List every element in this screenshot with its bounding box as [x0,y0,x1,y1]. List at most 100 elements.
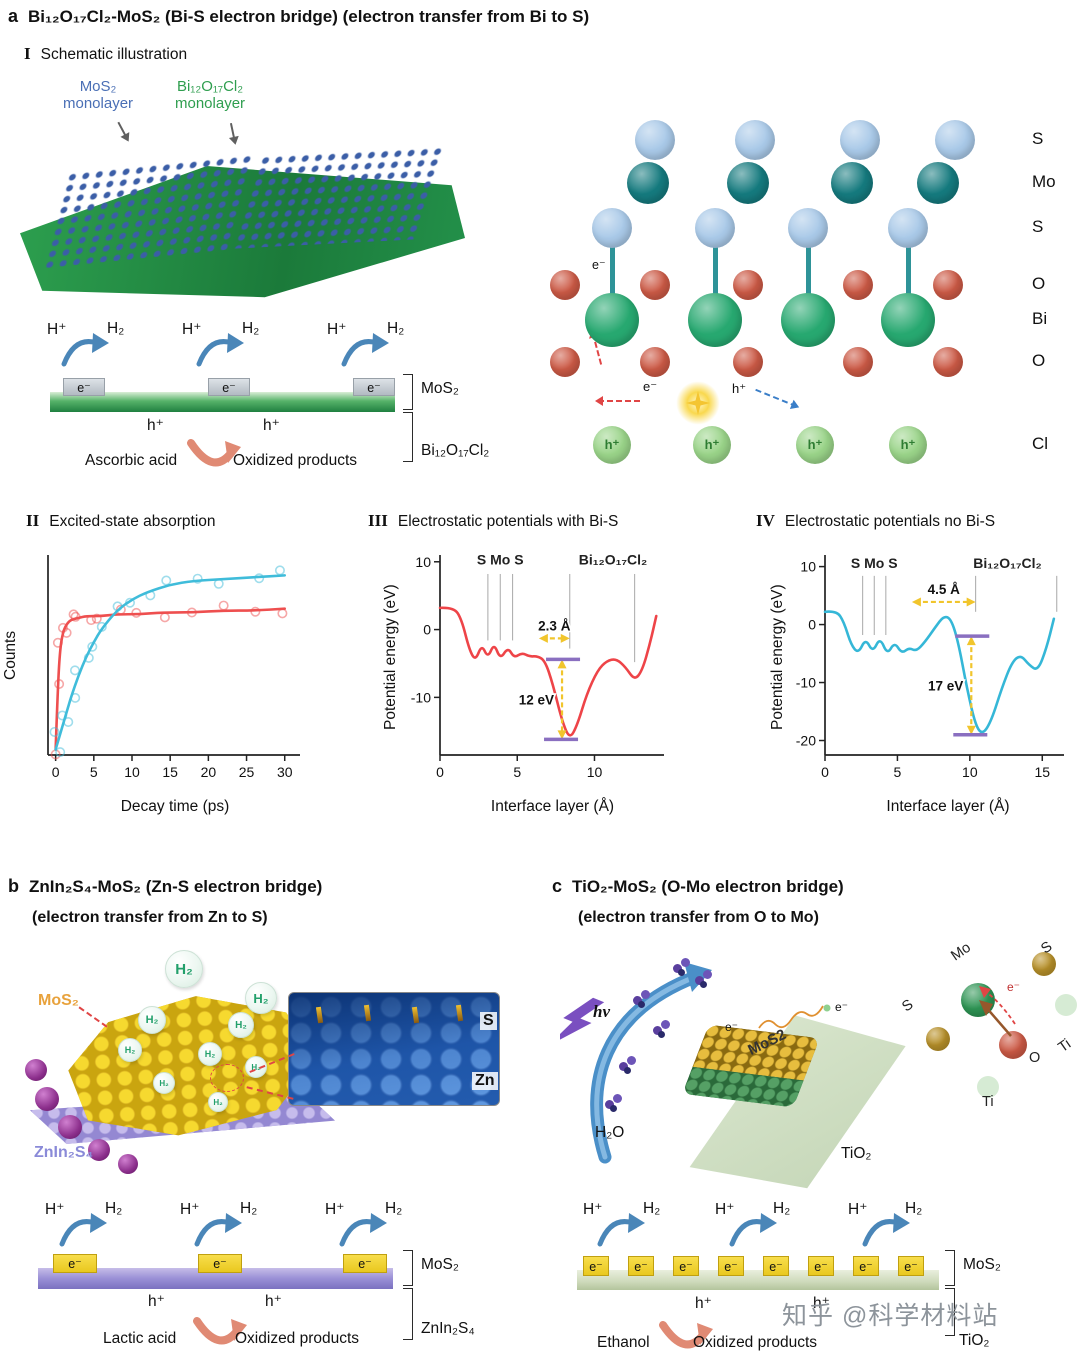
arrowhead-icon [590,396,603,406]
atom-bi-icon [781,293,835,347]
photoexcitation-art [560,962,712,1164]
proton-reduction-arrow-icon [341,332,389,368]
decay-chart-ylabel: Counts [2,630,19,680]
watermark: 知乎 @科学材料站 [782,1302,999,1330]
mos2-formula: MoS₂ [79,78,117,95]
electron-box: e⁻ [353,378,395,396]
zn-sphere-icon [118,1154,138,1174]
biocl-monolayer-label: Bi₁₂O₁₇Cl₂ monolayer [175,78,245,112]
hole-label: h⁺ [732,381,747,396]
panel-c-header: c TiO₂-MoS₂ (O-Mo electron bridge) [552,876,844,897]
atom-s-icon [926,1027,950,1051]
atom-o-icon [640,347,670,377]
atom-s-icon [1032,952,1056,976]
mos2-monolayer-label: MoS₂ monolayer [63,78,133,112]
svg-text:10: 10 [962,764,978,780]
hole-label: h⁺ [147,417,164,434]
lattice-row-label: O [1032,351,1046,370]
h2-label: H₂ [643,1200,661,1217]
atom-ti-icon [1055,994,1077,1016]
hplus-label: H⁺ [715,1201,735,1218]
s-bi-bond-stick [805,245,811,305]
panel-c-title: TiO₂-MoS₂ (O-Mo electron bridge) [572,877,844,896]
panel-iii-header: III Electrostatic potentials with Bi-S [368,511,618,531]
svg-text:0: 0 [808,617,816,633]
atom-s-icon [592,208,632,248]
atom-s-icon [735,120,775,160]
svg-text:0: 0 [821,764,829,780]
decay-chart: 0 5 10 15 20 25 30 [47,555,300,780]
product-label: Oxidized products [235,1330,360,1347]
atom-o-icon [640,270,670,300]
hole-label: h⁺ [695,1295,712,1312]
electron-label: e⁻ [1007,980,1021,994]
pointer-arrow-icon [117,121,129,141]
zoom-region-dash-circle [210,1064,244,1092]
h2-label: H₂ [240,1200,258,1217]
lattice-row-label: S [1032,129,1044,148]
proton-reduction-arrow-icon [339,1212,387,1248]
electron-box: e⁻ [343,1254,387,1273]
o-mo-bond-arrow [979,986,1016,1037]
atom-s-icon [788,208,828,248]
electron-box: e⁻ [628,1256,654,1276]
electron-label: e⁻ [643,379,658,394]
proton-reduction-arrow-icon [59,1212,107,1248]
h2o-molecule-icon [633,990,651,1008]
atom-mo-icon [727,162,769,204]
svg-text:10: 10 [587,764,603,780]
electron-boxes-row: e⁻ e⁻ e⁻ e⁻ e⁻ e⁻ e⁻ e⁻ [555,1192,975,1302]
proton-reduction-arrow-icon [196,332,244,368]
panel-b-subtitle: (electron transfer from Zn to S) [32,909,268,926]
panel-ii-header: II Excited-state absorption [26,511,216,531]
h2o-molecule-icon [673,958,691,976]
electron-label: e⁻ [592,258,606,272]
oxidation-arrow-icon [187,436,241,474]
atom-cl-icon: h⁺ [693,426,731,464]
electron-box: e⁻ [853,1256,879,1276]
mos2-brace [403,374,413,410]
section-i-header: I Schematic illustration [24,44,187,64]
svg-text:0: 0 [52,764,60,780]
znins-label: ZnIn₂S₄ [34,1144,94,1161]
h2-label: H₂ [105,1200,123,1217]
panel-iv-title: Electrostatic potentials no Bi-S [784,513,996,530]
proton-reduction-arrow-icon [729,1212,777,1248]
svg-text:5: 5 [894,764,902,780]
proton-reduction-arrow-icon [194,1212,242,1248]
photon-hv-label: hν [593,1002,610,1021]
lattice-row-label: Mo [1032,172,1056,191]
hole-label: h⁺ [148,1293,165,1310]
hplus-label: H⁺ [45,1201,65,1218]
svg-text:-10: -10 [796,675,816,691]
h2o-molecules-layer [545,942,805,1195]
panel-ii-title: Excited-state absorption [49,513,216,530]
zn-sphere-icon [58,1115,82,1139]
s-bi-bond-stick [905,245,911,305]
panel-ii-numeral: II [26,511,40,530]
s-bi-bond-stick [712,245,718,305]
h2o-label: H₂O [595,1124,625,1141]
inset-s-label: S [480,1012,497,1030]
lattice-row-label: O [1032,274,1046,293]
h2-label: H₂ [773,1200,791,1217]
panel-c-subtitle: (electron transfer from O to Mo) [578,909,819,926]
hole-label: h⁺ [263,417,280,434]
pointer-arrow-icon [229,123,237,143]
product-label: Oxidized products [233,452,358,469]
atom-s-icon [935,120,975,160]
mos2-layer-label: MoS₂ [963,1256,1001,1273]
h2-label: H₂ [242,320,260,337]
svg-text:S Mo S: S Mo S [851,555,898,571]
svg-text:2.3 Å: 2.3 Å [538,618,571,633]
mos2-pointer-dash [78,1006,108,1028]
electron-box: e⁻ [63,378,105,396]
diagram-ti-label: Ti [1055,1036,1075,1056]
inset-zn-label: Zn [472,1072,498,1090]
biocl-layer-bar [50,392,395,412]
h2o-molecule-icon [653,1020,671,1038]
bridge-bond-icon [363,1004,372,1022]
svg-text:5: 5 [90,764,98,780]
lattice-row-label: Cl [1032,434,1049,453]
